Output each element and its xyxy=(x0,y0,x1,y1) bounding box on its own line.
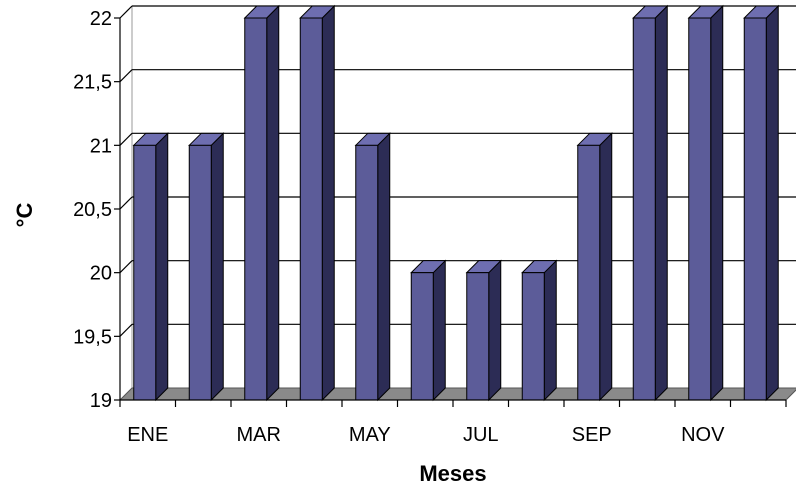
y-axis-title: °C xyxy=(12,203,37,228)
bar-front xyxy=(688,17,712,401)
bar-side xyxy=(543,259,557,402)
y-tick-label: 21 xyxy=(90,135,112,157)
y-tick-label: 19 xyxy=(90,390,112,412)
bar-side xyxy=(488,259,502,402)
bar-ene xyxy=(132,132,169,402)
x-tick-label: NOV xyxy=(681,424,725,446)
bar-side xyxy=(266,4,280,402)
bar-side xyxy=(654,4,668,402)
gridline-side xyxy=(119,260,133,274)
y-tick-label: 22 xyxy=(90,8,112,30)
bar-front xyxy=(743,17,767,401)
x-tick-label: JUL xyxy=(463,424,499,446)
x-axis-title: Meses xyxy=(419,461,486,484)
chart-bars xyxy=(132,4,780,402)
x-tick-label: MAY xyxy=(349,424,391,446)
bar-ago xyxy=(521,259,558,402)
bar-jun xyxy=(410,259,447,402)
y-tick-label: 20,5 xyxy=(73,199,112,221)
bar-may xyxy=(354,132,391,402)
bar-front xyxy=(410,272,434,401)
bar-side xyxy=(599,132,613,402)
y-tick-label: 19,5 xyxy=(73,326,112,348)
bar-front xyxy=(577,144,601,401)
bar-side xyxy=(210,132,224,402)
bar-feb xyxy=(188,132,225,402)
bar-front xyxy=(521,272,545,401)
bar-side xyxy=(321,4,335,402)
x-tick-label: ENE xyxy=(127,424,168,446)
bar-side xyxy=(710,4,724,402)
bar-abr xyxy=(299,4,336,402)
bar-front xyxy=(355,144,379,401)
bar-front xyxy=(299,17,323,401)
bar-dic xyxy=(743,4,780,402)
bar-sep xyxy=(576,132,613,402)
gridline-side xyxy=(119,196,133,210)
bar-front xyxy=(244,17,268,401)
gridline-side xyxy=(119,5,133,19)
bar-side xyxy=(432,259,446,402)
bar-front xyxy=(133,144,157,401)
chart-gridlines xyxy=(119,5,796,337)
bar-nov xyxy=(687,4,724,402)
gridline-side xyxy=(119,323,133,337)
bar-side xyxy=(155,132,169,402)
x-axis: ENE MAR MAY JUL SEP NOV xyxy=(119,399,787,446)
bar-front xyxy=(632,17,656,401)
y-axis: 19 19,5 20 20,5 21 21,5 22 xyxy=(73,8,121,412)
y-tick-label: 20 xyxy=(90,263,112,285)
bar-jul xyxy=(465,259,502,402)
bar-oct xyxy=(632,4,669,402)
x-tick-label: SEP xyxy=(572,424,612,446)
gridline-side xyxy=(119,69,133,83)
bar-front xyxy=(466,272,490,401)
y-tick-label: 21,5 xyxy=(73,72,112,94)
gridline-side xyxy=(119,132,133,146)
bar-mar xyxy=(243,4,280,402)
bar-front xyxy=(188,144,212,401)
bar-side xyxy=(377,132,391,402)
x-tick-label: MAR xyxy=(237,424,281,446)
bar-side xyxy=(765,4,779,402)
